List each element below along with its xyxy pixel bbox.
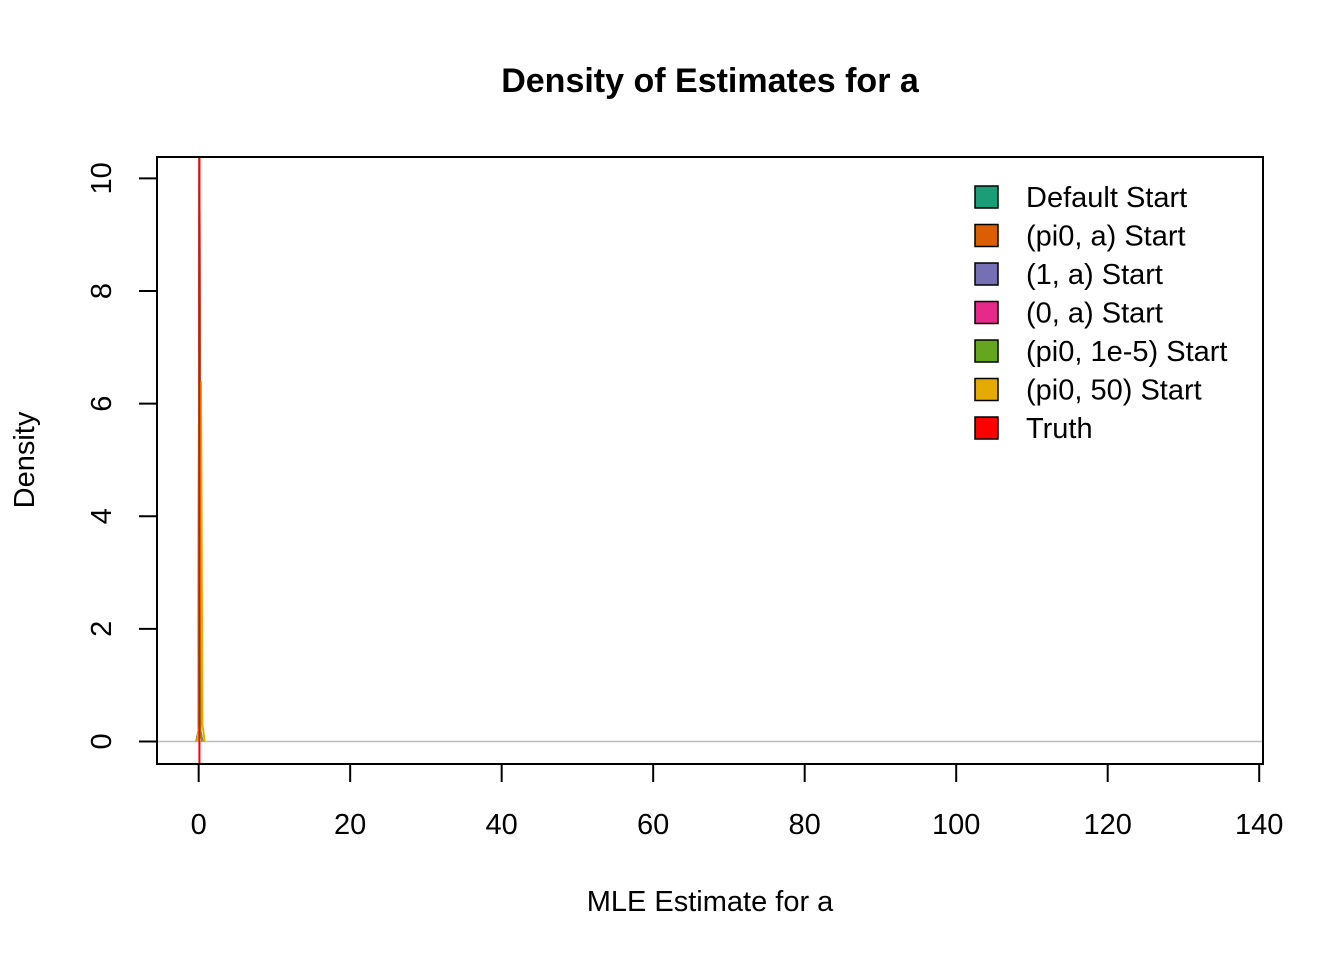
legend-label: (pi0, 50) Start <box>1026 375 1202 407</box>
x-tick-label: 0 <box>191 809 207 841</box>
x-tick-label: 60 <box>637 809 669 841</box>
legend-label: Default Start <box>1026 182 1187 214</box>
y-tick-label: 6 <box>86 396 118 412</box>
x-axis-label: MLE Estimate for a <box>587 886 834 918</box>
x-tick-label: 80 <box>789 809 821 841</box>
legend-label: Truth <box>1026 413 1093 445</box>
legend-label: (1, a) Start <box>1026 259 1163 291</box>
x-axis: 0 20 40 60 80 100 120 140 <box>191 763 1283 841</box>
y-tick-label: 8 <box>86 283 118 299</box>
x-tick-label: 40 <box>486 809 518 841</box>
plot-frame <box>156 156 1264 765</box>
legend-label: (0, a) Start <box>1026 298 1163 330</box>
x-tick-label: 140 <box>1235 809 1283 841</box>
legend-swatch <box>974 262 999 286</box>
x-tick-label: 100 <box>932 809 980 841</box>
y-tick-label: 2 <box>86 621 118 637</box>
y-tick-label: 4 <box>86 508 118 524</box>
legend-swatch <box>974 339 999 363</box>
y-axis: 0 2 4 6 8 10 <box>86 162 158 750</box>
legend-label: (pi0, a) Start <box>1026 221 1186 253</box>
x-tick-label: 20 <box>334 809 366 841</box>
legend-swatch <box>974 300 999 325</box>
legend-swatch <box>974 223 999 248</box>
legend-swatch <box>974 416 999 440</box>
x-tick-label: 120 <box>1084 809 1132 841</box>
y-axis-label: Density <box>9 411 41 508</box>
y-tick-label: 10 <box>86 162 118 194</box>
legend: Default Start (pi0, a) Start (1, a) Start (… <box>974 182 1227 445</box>
y-tick-label: 0 <box>86 733 118 749</box>
legend-swatch <box>974 377 999 402</box>
chart-title: Density of Estimates for a <box>501 62 920 100</box>
legend-swatch <box>974 185 999 209</box>
legend-label: (pi0, 1e-5) Start <box>1026 336 1227 368</box>
